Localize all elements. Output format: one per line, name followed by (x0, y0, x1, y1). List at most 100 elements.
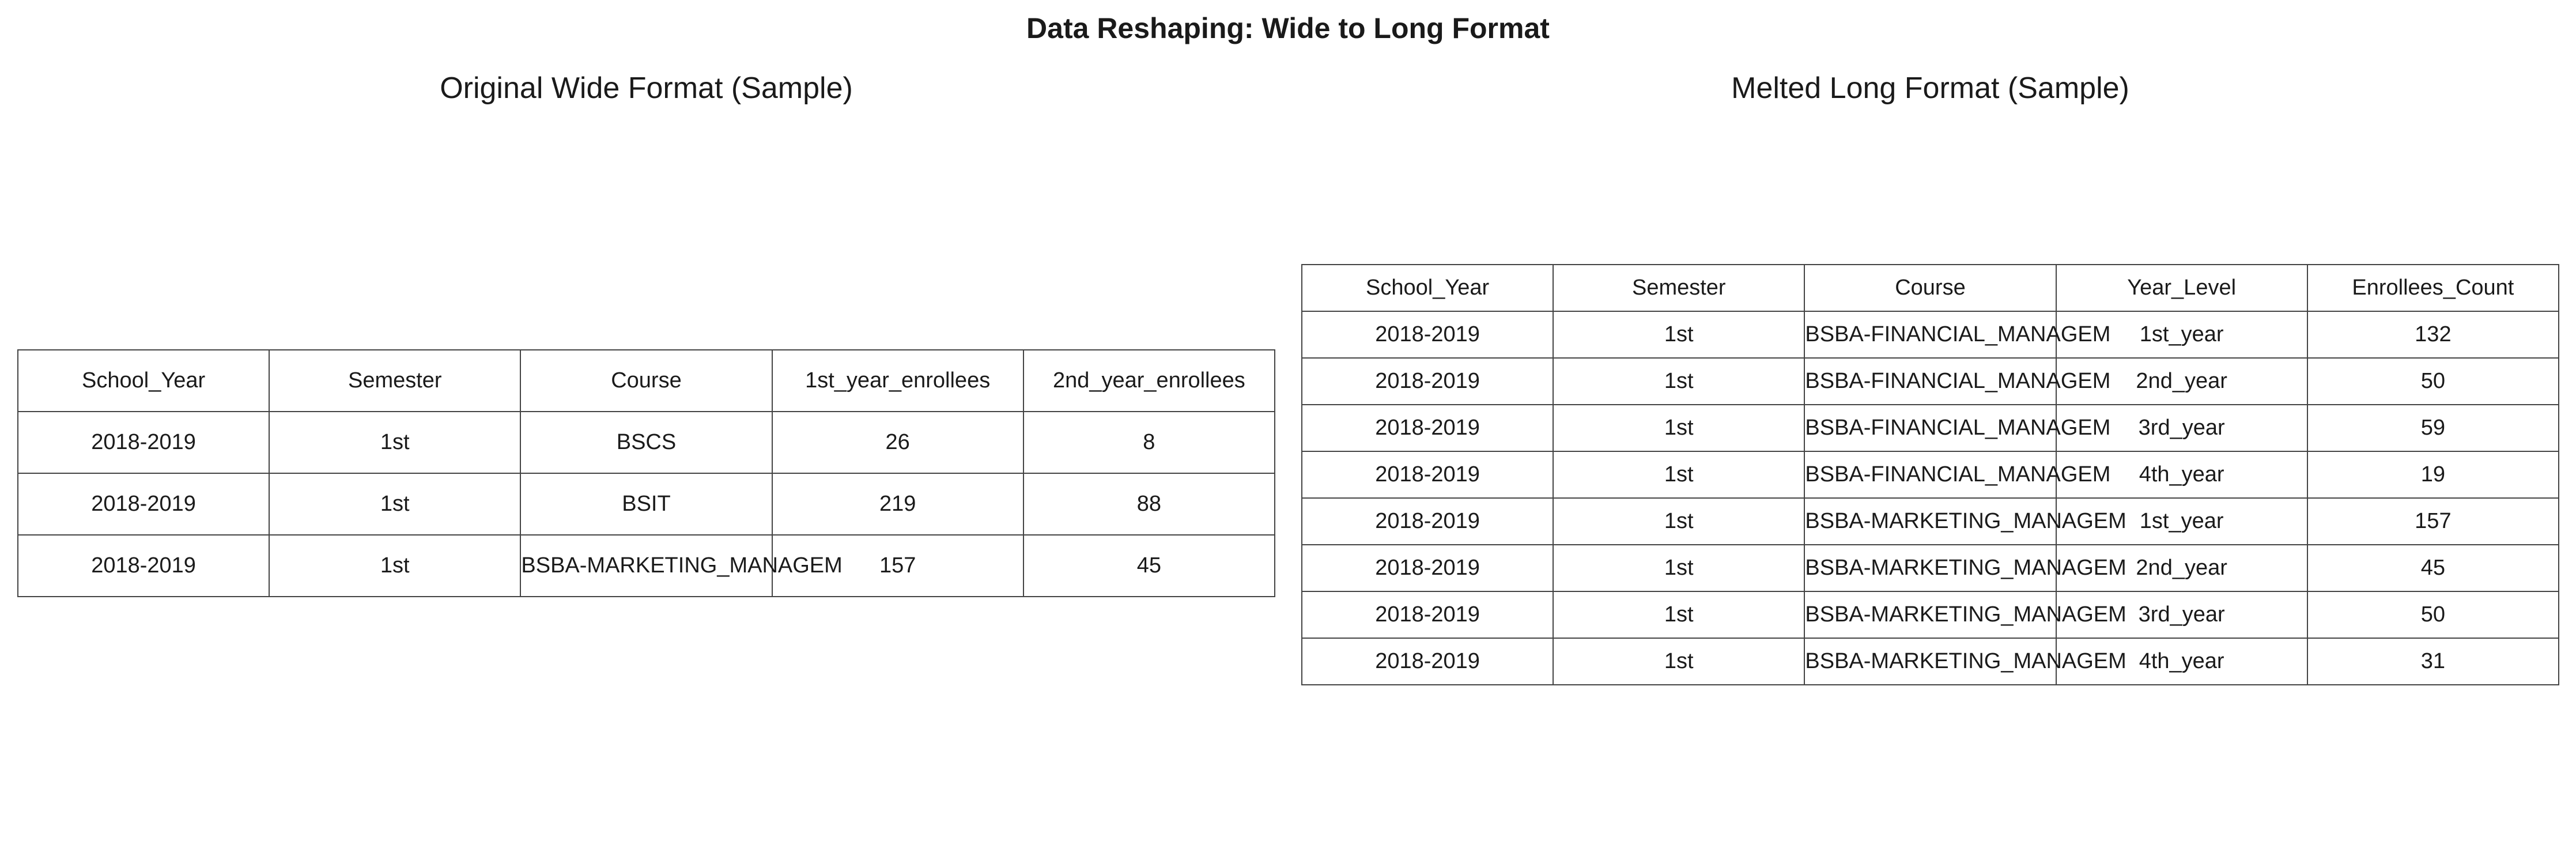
long-cell-value: BSBA-MARKETING_MANAGEM (1805, 556, 2126, 580)
long-table-title: Melted Long Format (Sample) (1731, 71, 2129, 105)
wide-table-cell: 2018-2019 (17, 473, 270, 536)
long-cell-value: 59 (2420, 416, 2446, 440)
wide-table-row: 2018-2019 1st BSBA-MARKETING_MANAGEM 157 45 (17, 534, 1276, 597)
long-cell-value: 2018-2019 (1375, 462, 1480, 487)
long-table-cell: 2018-2019 (1301, 544, 1554, 592)
long-table-cell: BSBA-MARKETING_MANAGEM (1804, 638, 2126, 685)
long-table-cell: 1st (1553, 451, 1806, 499)
wide-column-header: Semester (269, 349, 522, 412)
long-table-cell: 1st (1553, 404, 1806, 452)
long-cell-value: 2nd_year (2136, 556, 2227, 580)
wide-table-cell: 2018-2019 (17, 411, 270, 474)
wide-column-header: 1st_year_enrollees (771, 349, 1024, 412)
wide-cell-value: 8 (1143, 430, 1155, 454)
wide-table-cell: BSIT (520, 473, 773, 536)
long-cell-value: 132 (2415, 322, 2452, 346)
long-cell-value: 1st (1664, 602, 1694, 627)
wide-table-cell: 1st (269, 411, 522, 474)
long-cell-value: 1st_year (2139, 509, 2224, 533)
long-cell-value: BSBA-MARKETING_MANAGEM (1805, 649, 2126, 673)
wide-format-table: School_Year Semester Course 1st_year_enroll… (17, 349, 1276, 597)
wide-cell-value: 1st (380, 492, 410, 516)
long-cell-value: 2018-2019 (1375, 649, 1480, 673)
long-cell-value: 2nd_year (2136, 369, 2227, 393)
wide-cell-value: 1st (380, 430, 410, 454)
long-cell-value: 4th_year (2139, 462, 2224, 487)
long-table-cell: 2018-2019 (1301, 357, 1554, 405)
wide-table-cell: 1st (269, 473, 522, 536)
wide-table-cell: 219 (771, 473, 1024, 536)
long-cell-value: 50 (2420, 369, 2446, 393)
long-table-cell: 3rd_year (2055, 404, 2308, 452)
long-column-header: Year_Level (2055, 264, 2308, 312)
long-table-row: 2018-2019 1st BSBA-MARKETING_MANAGEM 3rd_ye… (1301, 591, 2560, 639)
long-table-cell: 31 (2306, 638, 2560, 685)
long-cell-value: 2018-2019 (1375, 556, 1480, 580)
long-cell-value: 1st (1664, 509, 1694, 533)
wide-table-cell: BSBA-MARKETING_MANAGEM (520, 534, 843, 597)
wide-table-row: 2018-2019 1st BSCS 26 8 (17, 411, 1276, 474)
long-table-row: 2018-2019 1st BSBA-FINANCIAL_MANAGEM 3rd_ye… (1301, 404, 2560, 452)
long-cell-value: 3rd_year (2138, 602, 2225, 627)
long-table-cell: 1st (1553, 497, 1806, 545)
wide-cell-value: 219 (879, 492, 916, 516)
long-table-row: 2018-2019 1st BSBA-MARKETING_MANAGEM 2nd_ye… (1301, 544, 2560, 592)
long-cell-value: 157 (2415, 509, 2452, 533)
long-table-cell: 2018-2019 (1301, 451, 1554, 499)
long-cell-value: 2018-2019 (1375, 602, 1480, 627)
long-cell-value: 1st (1664, 369, 1694, 393)
long-table-cell: BSBA-MARKETING_MANAGEM (1804, 591, 2126, 639)
long-cell-value: 19 (2420, 462, 2446, 487)
wide-table-cell: 8 (1022, 411, 1276, 474)
long-cell-value: 2018-2019 (1375, 369, 1480, 393)
long-cell-value: 31 (2420, 649, 2446, 673)
wide-cell-value: BSBA-MARKETING_MANAGEM (521, 553, 843, 578)
long-table-cell: 1st (1553, 357, 1806, 405)
long-table-cell: 2nd_year (2055, 544, 2308, 592)
long-cell-value: 1st (1664, 462, 1694, 487)
wide-column-header: Course (520, 349, 773, 412)
long-format-table: School_Year Semester Course Year_Level Enrol… (1301, 264, 2560, 685)
long-table-cell: 4th_year (2055, 451, 2308, 499)
long-table-cell: 157 (2306, 497, 2560, 545)
long-table-cell: 2nd_year (2055, 357, 2308, 405)
long-cell-value: BSBA-FINANCIAL_MANAGEM (1805, 462, 2111, 487)
long-table-row: 2018-2019 1st BSBA-MARKETING_MANAGEM 1st_ye… (1301, 497, 2560, 545)
wide-table-cell: 2018-2019 (17, 534, 270, 597)
wide-table-cell: 88 (1022, 473, 1276, 536)
long-cell-value: 1st (1664, 322, 1694, 346)
wide-table-cell: 45 (1022, 534, 1276, 597)
long-table-cell: 2018-2019 (1301, 591, 1554, 639)
long-table-cell: 1st (1553, 544, 1806, 592)
long-cell-value: 3rd_year (2138, 416, 2225, 440)
long-column-header: Enrollees_Count (2306, 264, 2560, 312)
long-cell-value: BSBA-FINANCIAL_MANAGEM (1805, 322, 2111, 346)
long-cell-value: 1st (1664, 649, 1694, 673)
long-table-row: 2018-2019 1st BSBA-FINANCIAL_MANAGEM 1st_ye… (1301, 311, 2560, 359)
long-table-cell: 1st_year (2055, 311, 2308, 359)
wide-table-cell: 26 (771, 411, 1024, 474)
long-cell-value: 2018-2019 (1375, 322, 1480, 346)
long-table-cell: 2018-2019 (1301, 404, 1554, 452)
long-table-cell: 2018-2019 (1301, 638, 1554, 685)
long-table-cell: 4th_year (2055, 638, 2308, 685)
long-cell-value: 2018-2019 (1375, 416, 1480, 440)
long-header-row: School_Year Semester Course Year_Level Enrol… (1301, 264, 2560, 312)
long-table-cell: 1st (1553, 591, 1806, 639)
long-table-cell: BSBA-FINANCIAL_MANAGEM (1804, 404, 2110, 452)
long-table-cell: 45 (2306, 544, 2560, 592)
long-table-cell: BSBA-MARKETING_MANAGEM (1804, 544, 2126, 592)
long-cell-value: BSBA-MARKETING_MANAGEM (1805, 602, 2126, 627)
wide-table-title: Original Wide Format (Sample) (440, 71, 853, 105)
long-column-header: Course (1804, 264, 2057, 312)
wide-table-cell: BSCS (520, 411, 773, 474)
wide-table-row: 2018-2019 1st BSIT 219 88 (17, 473, 1276, 536)
long-table-cell: 2018-2019 (1301, 311, 1554, 359)
long-cell-value: BSBA-FINANCIAL_MANAGEM (1805, 416, 2111, 440)
long-table-cell: 50 (2306, 357, 2560, 405)
wide-column-header: 2nd_year_enrollees (1022, 349, 1276, 412)
wide-cell-value: BSIT (622, 492, 671, 516)
long-table-cell: BSBA-FINANCIAL_MANAGEM (1804, 311, 2110, 359)
long-cell-value: 50 (2420, 602, 2446, 627)
long-table-cell: BSBA-FINANCIAL_MANAGEM (1804, 357, 2110, 405)
